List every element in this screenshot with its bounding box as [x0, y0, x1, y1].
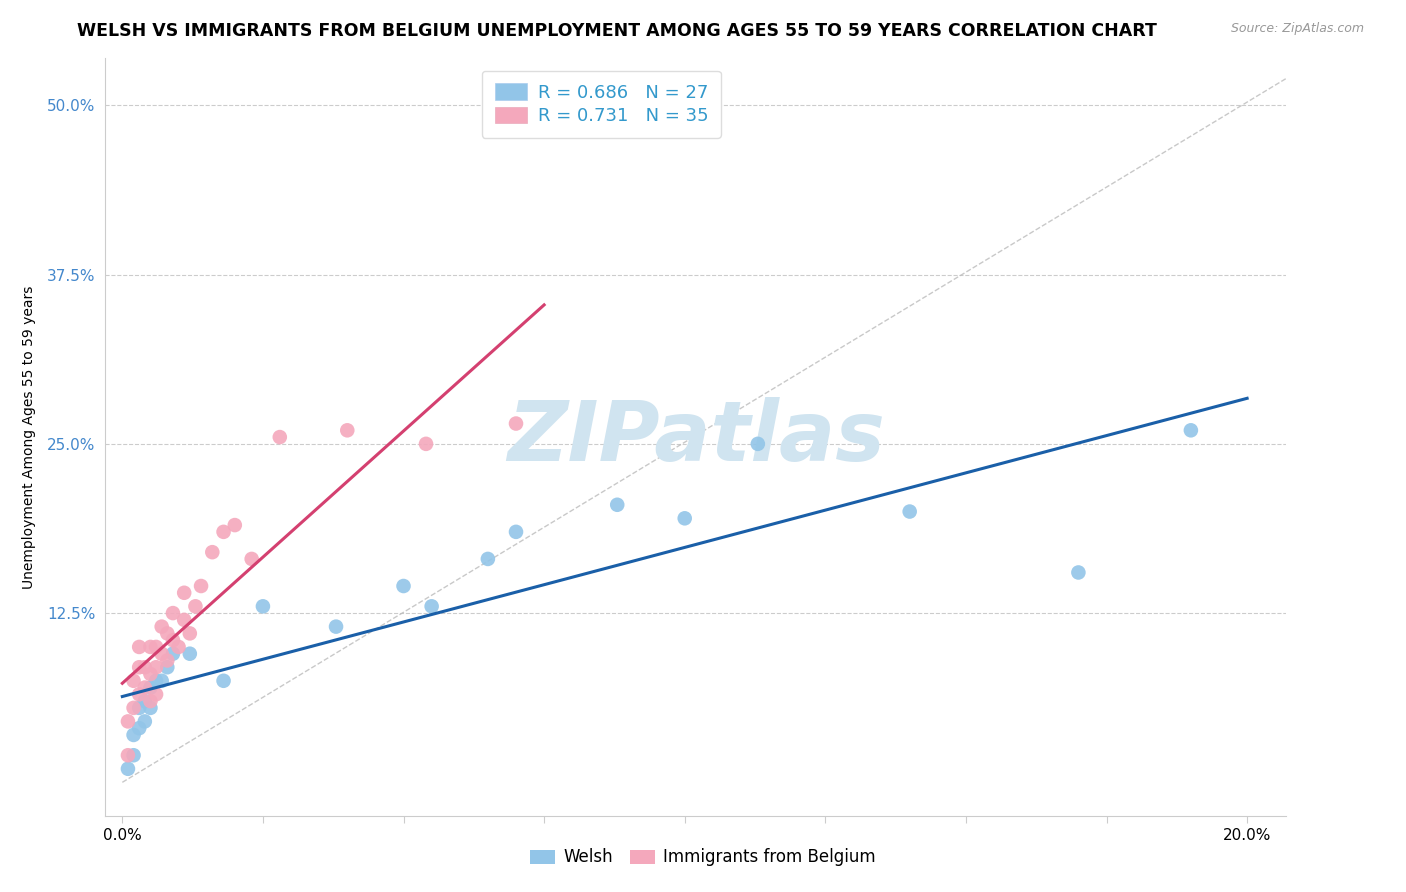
Point	[505, 524, 527, 539]
Point	[1180, 423, 1202, 437]
Point	[252, 599, 274, 614]
Point	[173, 613, 195, 627]
Point	[134, 681, 156, 695]
Point	[325, 619, 347, 633]
Point	[139, 640, 162, 654]
Point	[117, 748, 139, 763]
Point	[201, 545, 224, 559]
Point	[240, 552, 263, 566]
Point	[128, 640, 150, 654]
Point	[167, 640, 190, 654]
Point	[179, 647, 201, 661]
Point	[122, 728, 145, 742]
Y-axis label: Unemployment Among Ages 55 to 59 years: Unemployment Among Ages 55 to 59 years	[22, 285, 37, 589]
Text: ZIPatlas: ZIPatlas	[508, 397, 884, 477]
Point	[162, 606, 184, 620]
Point	[156, 653, 179, 667]
Point	[505, 417, 527, 431]
Point	[128, 687, 150, 701]
Point	[145, 673, 167, 688]
Point	[128, 660, 150, 674]
Point	[477, 552, 499, 566]
Legend: R = 0.686   N = 27, R = 0.731   N = 35: R = 0.686 N = 27, R = 0.731 N = 35	[482, 70, 721, 138]
Point	[145, 660, 167, 674]
Point	[162, 647, 184, 661]
Point	[117, 762, 139, 776]
Point	[179, 626, 201, 640]
Point	[673, 511, 696, 525]
Point	[606, 498, 628, 512]
Point	[150, 673, 173, 688]
Point	[150, 647, 173, 661]
Point	[134, 660, 156, 674]
Point	[190, 579, 212, 593]
Point	[134, 714, 156, 729]
Point	[212, 524, 235, 539]
Point	[212, 673, 235, 688]
Point	[162, 633, 184, 648]
Point	[128, 701, 150, 715]
Point	[898, 504, 921, 518]
Point	[415, 437, 437, 451]
Legend: Welsh, Immigrants from Belgium: Welsh, Immigrants from Belgium	[522, 840, 884, 875]
Point	[128, 721, 150, 735]
Point	[420, 599, 443, 614]
Point	[134, 694, 156, 708]
Point	[145, 687, 167, 701]
Point	[150, 619, 173, 633]
Point	[336, 423, 359, 437]
Point	[139, 694, 162, 708]
Point	[122, 748, 145, 763]
Point	[156, 626, 179, 640]
Point	[184, 599, 207, 614]
Text: Source: ZipAtlas.com: Source: ZipAtlas.com	[1230, 22, 1364, 36]
Point	[392, 579, 415, 593]
Point	[173, 586, 195, 600]
Point	[139, 701, 162, 715]
Point	[139, 667, 162, 681]
Point	[145, 640, 167, 654]
Point	[156, 660, 179, 674]
Point	[224, 518, 246, 533]
Point	[1067, 566, 1090, 580]
Text: WELSH VS IMMIGRANTS FROM BELGIUM UNEMPLOYMENT AMONG AGES 55 TO 59 YEARS CORRELAT: WELSH VS IMMIGRANTS FROM BELGIUM UNEMPLO…	[77, 22, 1157, 40]
Point	[747, 437, 769, 451]
Point	[122, 701, 145, 715]
Point	[139, 681, 162, 695]
Point	[269, 430, 291, 444]
Point	[117, 714, 139, 729]
Point	[122, 673, 145, 688]
